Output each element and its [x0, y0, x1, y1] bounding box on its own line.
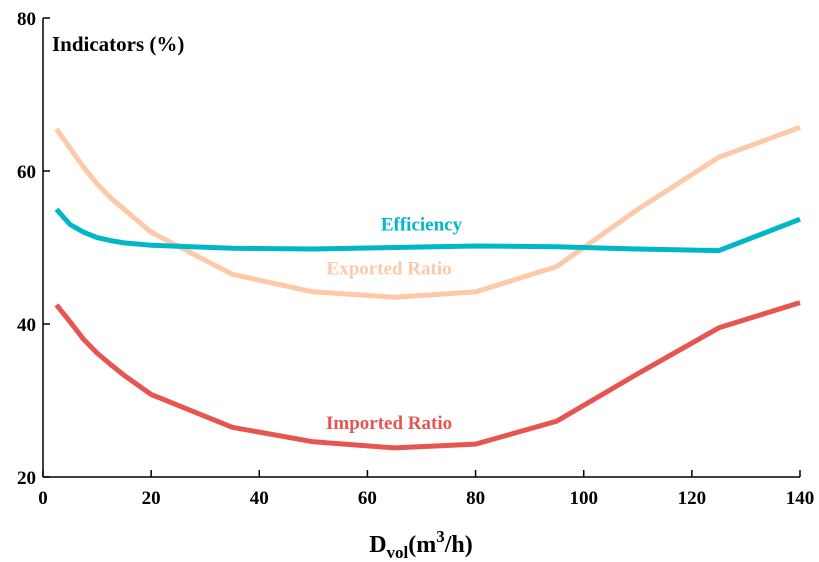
x-tick-label: 100 — [569, 488, 598, 509]
y-axis-title: Indicators (%) — [52, 32, 184, 56]
x-tick-label: 140 — [786, 488, 815, 509]
x-axis-title-superscript: 3 — [436, 527, 445, 546]
x-axis-title-unit-close: /h) — [444, 532, 473, 558]
y-tick-label: 60 — [17, 162, 36, 183]
y-tick-label: 80 — [17, 9, 36, 30]
series-line-efficiency — [54, 207, 801, 254]
series-label-imported-ratio: Imported Ratio — [326, 413, 452, 434]
x-axis-title: Dvol(m3/h) — [369, 527, 473, 562]
series-label-efficiency: Efficiency — [381, 215, 463, 236]
series-layer — [54, 125, 801, 451]
x-tick-label: 60 — [358, 488, 377, 509]
x-tick-label: 40 — [250, 488, 269, 509]
x-axis-title-base: D — [369, 532, 386, 558]
series-line-exported-ratio — [54, 125, 801, 300]
annotation-layer: Efficiency Exported Ratio Imported Ratio — [326, 215, 463, 434]
x-tick-label: 120 — [678, 488, 707, 509]
x-axis-title-subscript: vol — [387, 543, 409, 562]
x-tick-label: 0 — [38, 488, 48, 509]
y-tick-label: 40 — [17, 315, 36, 336]
x-axis-title-unit-open: (m — [408, 532, 436, 558]
series-label-exported-ratio: Exported Ratio — [327, 258, 452, 279]
x-tick-label: 20 — [142, 488, 161, 509]
series-line-imported-ratio — [54, 300, 801, 451]
x-tick-label: 80 — [466, 488, 485, 509]
y-tick-label: 20 — [17, 468, 36, 489]
